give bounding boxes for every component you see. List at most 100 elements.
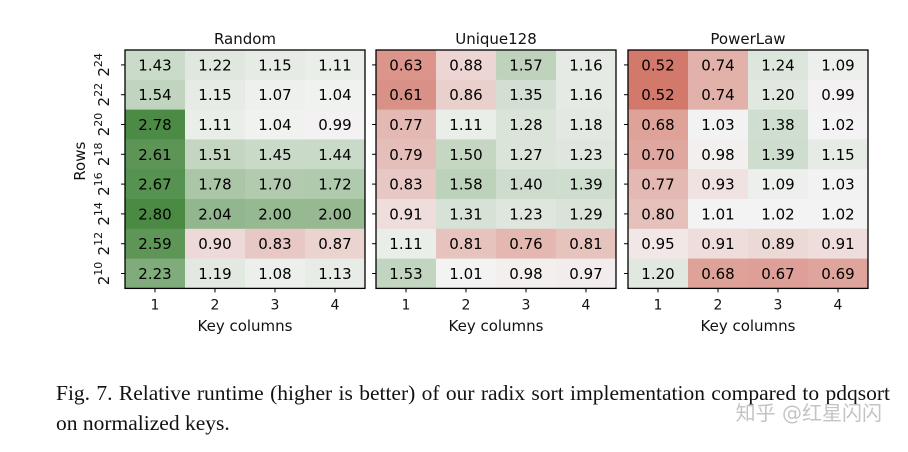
cell-value-label: 1.11 — [198, 116, 231, 134]
cell-value-label: 1.09 — [761, 176, 794, 194]
heatmap-cell — [125, 50, 186, 81]
heatmap-cell — [808, 228, 869, 260]
heatmap-cell — [628, 109, 689, 140]
heatmap-cell — [305, 79, 366, 111]
heatmap-cell — [245, 199, 306, 230]
heatmap-cell — [125, 139, 186, 170]
heatmap-cell — [125, 199, 186, 230]
heatmap-cell — [305, 50, 366, 81]
cell-value-label: 2.23 — [138, 265, 171, 283]
cell-value-label: 1.15 — [198, 86, 231, 104]
heatmap-cell — [808, 169, 869, 200]
heatmap-cell — [556, 109, 617, 140]
heatmap-cell — [245, 139, 306, 170]
heatmap-cell — [688, 258, 749, 289]
panel-frame — [124, 49, 366, 290]
heatmap-cell — [125, 169, 186, 200]
heatmap-cell — [628, 228, 689, 260]
cell-value-label: 1.22 — [198, 56, 231, 74]
cell-value-label: 1.11 — [318, 56, 351, 74]
x-tick-label: 1 — [402, 297, 411, 313]
heatmap-cell — [436, 258, 497, 289]
heatmap-cell — [496, 139, 557, 170]
heatmap-cell — [245, 258, 306, 289]
cell-value-label: 0.98 — [701, 146, 734, 164]
cell-value-label: 2.59 — [138, 235, 171, 253]
heatmap-cell — [556, 139, 617, 170]
x-axis-label: Key columns — [198, 317, 293, 335]
cell-value-label: 0.74 — [701, 86, 734, 104]
heatmap-cell — [556, 199, 617, 230]
y-axis-label: Rows — [71, 142, 89, 181]
cell-value-label: 1.11 — [449, 116, 482, 134]
heatmap-cell — [688, 228, 749, 260]
cell-value-label: 1.11 — [389, 235, 422, 253]
cell-value-label: 0.77 — [389, 116, 422, 134]
cell-value-label: 0.98 — [509, 265, 542, 283]
cell-value-label: 1.35 — [509, 86, 542, 104]
cell-value-label: 1.39 — [761, 146, 794, 164]
figure-caption: Fig. 7. Relative runtime (higher is bett… — [56, 381, 890, 435]
cell-value-label: 1.57 — [509, 56, 542, 74]
cell-value-label: 0.90 — [198, 235, 231, 253]
cell-value-label: 1.29 — [569, 205, 602, 223]
x-tick-label: 1 — [151, 297, 160, 313]
cell-value-label: 0.81 — [569, 235, 602, 253]
heatmap-cell — [628, 50, 689, 81]
cell-value-label: 1.27 — [509, 146, 542, 164]
panel-frame — [627, 49, 869, 290]
heatmap-cell — [185, 199, 246, 230]
cell-value-label: 1.51 — [198, 146, 231, 164]
cell-value-label: 0.81 — [449, 235, 482, 253]
heatmap-cell — [436, 109, 497, 140]
cell-value-label: 0.91 — [701, 235, 734, 253]
heatmap-cell — [185, 79, 246, 111]
heatmap-cell — [125, 109, 186, 140]
heatmap-cell — [748, 228, 809, 260]
cell-value-label: 0.67 — [761, 265, 794, 283]
cell-value-label: 1.23 — [569, 146, 602, 164]
cell-value-label: 1.70 — [258, 176, 291, 194]
heatmap-cell — [125, 79, 186, 111]
heatmap-cell — [748, 258, 809, 289]
x-tick-label: 3 — [271, 297, 280, 313]
heatmap-cell — [376, 50, 437, 81]
heatmap-cell — [305, 258, 366, 289]
heatmap-panel-random: Random 1.43 1.22 1.15 1.11 1.54 1.15 1.07 1.04 2.… — [71, 30, 366, 335]
heatmap-cell — [436, 228, 497, 260]
cell-value-label: 1.38 — [761, 116, 794, 134]
x-tick-label: 2 — [462, 297, 471, 313]
heatmap-cell — [628, 169, 689, 200]
cell-value-label: 0.86 — [449, 86, 482, 104]
cell-value-label: 1.72 — [318, 176, 351, 194]
cell-value-label: 0.52 — [641, 86, 674, 104]
heatmap-panel-powerlaw: PowerLaw 0.52 0.74 1.24 1.09 0.52 0.74 1.20 0.99… — [624, 30, 869, 335]
cell-value-label: 0.70 — [641, 146, 674, 164]
cell-value-label: 1.58 — [449, 176, 482, 194]
y-tick-label: 220 — [92, 113, 113, 137]
heatmap-cell — [808, 199, 869, 230]
cell-value-label: 1.45 — [258, 146, 291, 164]
cell-value-label: 1.08 — [258, 265, 291, 283]
heatmap-cell — [628, 79, 689, 111]
x-tick-label: 4 — [834, 297, 843, 313]
heatmap-cell — [436, 79, 497, 111]
heatmap-cell — [748, 139, 809, 170]
heatmap-cell — [185, 139, 246, 170]
cell-value-label: 1.43 — [138, 56, 171, 74]
heatmap-cell — [556, 50, 617, 81]
cell-value-label: 1.01 — [701, 205, 734, 223]
y-tick-label: 214 — [92, 202, 113, 226]
cell-value-label: 1.15 — [258, 56, 291, 74]
heatmap-cell — [748, 50, 809, 81]
heatmap-cell — [628, 258, 689, 289]
heatmap-cell — [125, 258, 186, 289]
heatmap-cell — [376, 169, 437, 200]
cell-value-label: 1.04 — [258, 116, 291, 134]
panel-frame — [375, 49, 617, 290]
x-axis-label: Key columns — [701, 317, 796, 335]
watermark: 知乎 @红星闪闪 — [735, 401, 882, 425]
cell-value-label: 1.19 — [198, 265, 231, 283]
cell-value-label: 1.02 — [821, 205, 854, 223]
cell-value-label: 0.91 — [821, 235, 854, 253]
